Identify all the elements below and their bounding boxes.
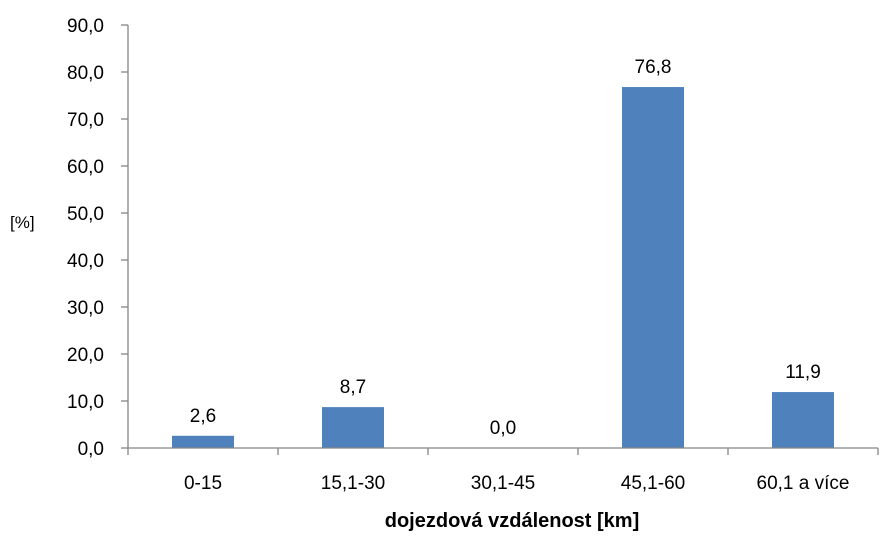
- bar: [772, 392, 834, 448]
- bar-data-label: 2,6: [190, 406, 216, 427]
- bar-data-label: 11,9: [785, 362, 821, 383]
- y-tick-label: 30,0: [67, 298, 104, 319]
- y-tick-label: 10,0: [67, 392, 104, 413]
- y-tick-label: 60,0: [67, 157, 104, 178]
- x-category-label: 45,1-60: [621, 473, 685, 494]
- bar-data-label: 8,7: [340, 377, 366, 398]
- bar-data-label: 0,0: [490, 418, 516, 439]
- y-axis-title: [%]: [10, 213, 35, 232]
- x-category-label: 60,1 a více: [757, 473, 850, 494]
- x-category-label: 0-15: [184, 473, 222, 494]
- y-axis-ticks: [121, 24, 128, 449]
- bar: [622, 87, 684, 448]
- x-axis-title: dojezdová vzdálenost [km]: [385, 510, 640, 532]
- y-axis-tick-labels: 0,0 10,0 20,0 30,0 40,0 50,0 60,0 70,0 80,0 90,0: [67, 16, 104, 460]
- x-axis-category-labels: 0-15 15,1-30 30,1-45 45,1-60 60,1 a více: [184, 473, 849, 494]
- bar-data-label: 76,8: [635, 57, 672, 78]
- data-labels: 2,6 8,7 0,0 76,8 11,9: [190, 57, 821, 439]
- bars: [172, 87, 834, 448]
- y-tick-label: 90,0: [67, 16, 104, 37]
- y-tick-label: 80,0: [67, 63, 104, 84]
- x-category-label: 15,1-30: [321, 473, 385, 494]
- y-tick-label: 40,0: [67, 251, 104, 272]
- y-tick-label: 20,0: [67, 345, 104, 366]
- x-category-label: 30,1-45: [471, 473, 535, 494]
- bar: [322, 407, 384, 448]
- y-tick-label: 0,0: [78, 439, 104, 460]
- y-tick-label: 50,0: [67, 204, 104, 225]
- x-axis-ticks: [127, 448, 879, 455]
- y-tick-label: 70,0: [67, 110, 104, 131]
- bar: [172, 435, 234, 448]
